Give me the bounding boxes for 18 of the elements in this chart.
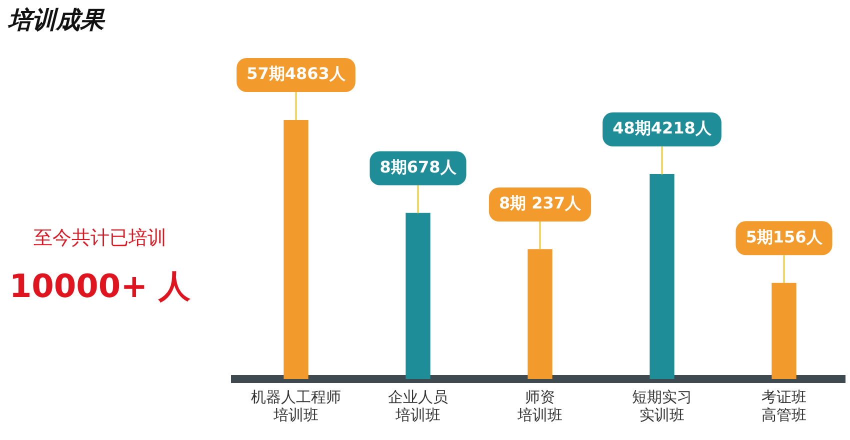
bar (284, 120, 308, 379)
chart-title: 培训成果 (8, 5, 104, 36)
annotation: 8期 237人 (498, 194, 582, 213)
x-tick-label: 机器人工程师培训班 (251, 389, 341, 424)
bar (650, 174, 674, 379)
annotation: 5期156人 (746, 227, 824, 246)
bar (406, 212, 430, 379)
text: 10000+ 人 (8, 266, 192, 307)
text: 至今共计已培训 (32, 226, 168, 251)
x-tick-label: 短期实习实训班 (632, 389, 692, 424)
annotation: 57期4863人 (246, 64, 346, 84)
annotation: 8期678人 (380, 157, 458, 176)
x-tick-label: 考证班高管班 (762, 389, 806, 424)
bar (772, 282, 796, 379)
x-tick-label: 师资培训班 (516, 389, 562, 424)
x-tick-label: 企业人员培训班 (388, 389, 448, 424)
annotation: 48期4218人 (612, 118, 712, 138)
bar (528, 249, 552, 379)
